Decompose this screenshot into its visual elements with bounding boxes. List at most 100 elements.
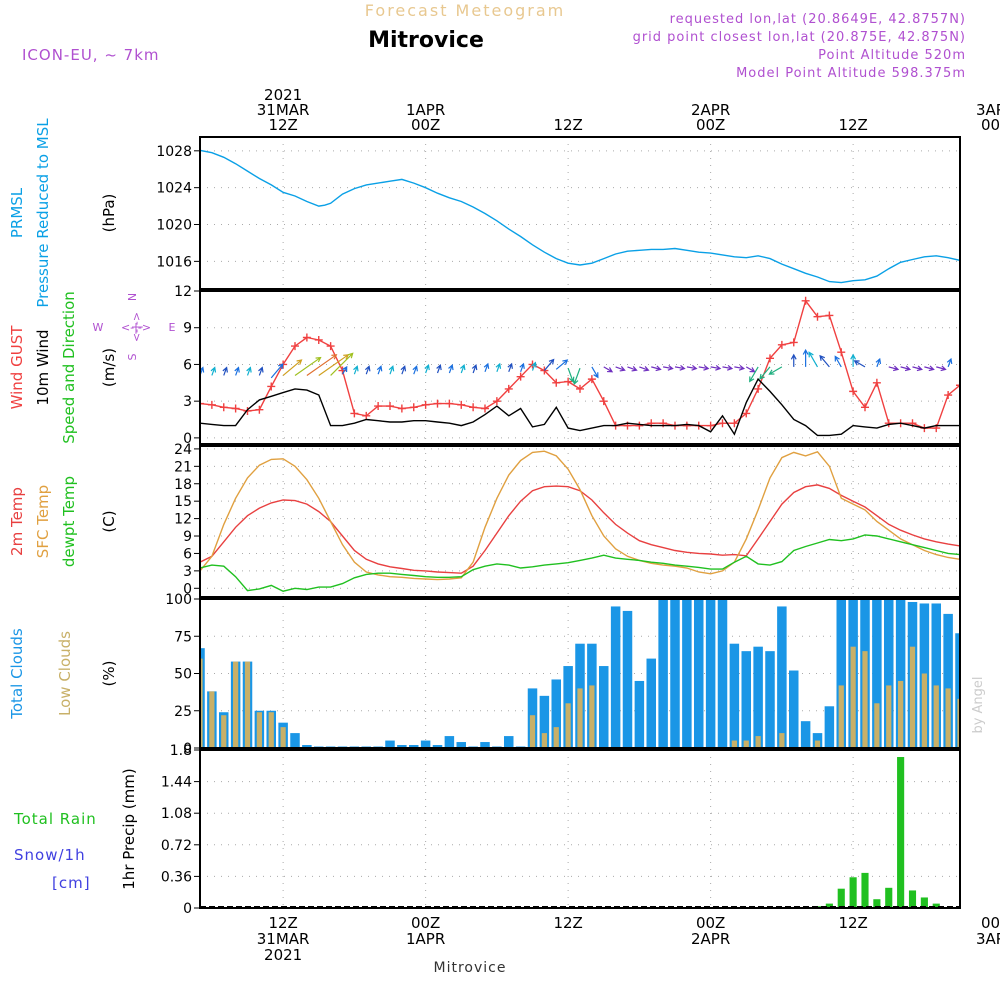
y-tick-label: 0 — [183, 741, 192, 757]
panel-label-temp-2: dewpt Temp — [60, 476, 78, 567]
total-cloud-bar — [884, 599, 894, 748]
compass-w: W — [93, 321, 104, 334]
model-label: ICON-EU, ~ 7km — [22, 46, 160, 64]
panel-frame — [199, 290, 961, 445]
y-tick-label: 0 — [183, 581, 192, 597]
total-cloud-bar — [765, 651, 775, 748]
bottom-time-label: 00Z — [411, 914, 440, 932]
low-cloud-bar — [743, 740, 749, 748]
low-cloud-bar — [993, 666, 998, 748]
total-cloud-bar — [183, 633, 193, 748]
panel-pressure: 1016 1020 1024 1028 PRMSL Pressure Reduced to… — [8, 118, 961, 308]
bottom-time-label: 31MAR — [257, 930, 310, 948]
wind-arrow — [270, 363, 284, 379]
top-time-label: 12Z — [838, 116, 867, 134]
low-cloud-bar — [529, 715, 536, 748]
bottom-time-label: 12Z — [268, 914, 297, 932]
panel-label-wind-1: 10m Wind — [34, 329, 52, 405]
y-tick-label: 0.72 — [161, 838, 192, 854]
wind-arrow — [222, 366, 228, 376]
total-cloud-bar — [729, 643, 740, 748]
panels-group: 1016 1020 1024 1028 PRMSL Pressure Reduced to… — [8, 86, 1000, 964]
y-tick-label: 0.36 — [161, 869, 192, 885]
panel-label-temp-0: 2m Temp — [8, 487, 26, 556]
low-cloud-bar — [553, 727, 559, 748]
total-cloud-bar — [682, 599, 692, 748]
low-cloud-bar — [755, 736, 761, 748]
panel-frame — [199, 136, 961, 290]
wind-arrow — [519, 362, 525, 372]
low-cloud-bar — [256, 712, 262, 748]
wind-arrow — [572, 367, 581, 386]
gust-marker — [980, 390, 988, 398]
wind-arrow — [471, 363, 478, 374]
bottom-time-label: 12Z — [553, 914, 582, 932]
low-cloud-bar — [221, 715, 227, 748]
y-tick-label: 25 — [174, 704, 192, 720]
panel-frame — [199, 749, 961, 909]
total-cloud-bar — [705, 599, 716, 748]
series-line-2m-temp — [200, 484, 960, 574]
panel-body-wind — [200, 291, 1000, 444]
wind-arrow — [698, 364, 710, 371]
y-tick-label: 18 — [174, 477, 192, 493]
top-time-label: 00Z — [411, 116, 440, 134]
low-cloud-bar — [233, 661, 239, 748]
low-cloud-bar — [909, 646, 916, 748]
y-tick-label: 6 — [183, 546, 192, 562]
gust-marker — [837, 348, 846, 357]
wind-arrow — [424, 363, 430, 374]
wind-arrow — [686, 364, 698, 371]
gust-marker — [374, 402, 383, 411]
low-cloud-bar — [838, 685, 844, 748]
gust-marker — [754, 384, 763, 393]
y-tick-label: 1.08 — [161, 806, 192, 822]
wind-arrow — [627, 366, 638, 372]
low-cloud-bar — [209, 691, 215, 748]
panel-frame — [199, 598, 961, 749]
gust-marker — [587, 375, 596, 384]
gust-marker — [825, 311, 834, 320]
wind-arrow — [507, 362, 513, 372]
panel-label-wind-0: Wind GUST — [8, 325, 26, 410]
y-tick-label: 1020 — [156, 218, 192, 234]
series-line-10m-wind — [200, 377, 960, 437]
series-line-prmsl — [200, 149, 960, 284]
wind-arrow — [376, 365, 383, 375]
wind-arrow — [819, 354, 830, 368]
point-altitude: Point Altitude 520m — [818, 48, 966, 63]
wind-arrow — [341, 365, 348, 375]
compass-s: S — [126, 353, 139, 360]
gust-marker — [992, 409, 1000, 417]
y-tick-label: 0 — [183, 901, 192, 917]
bottom-time-label: 2021 — [264, 946, 302, 964]
bottom-time-label: 00Z — [696, 914, 725, 932]
low-cloud-bar — [898, 680, 904, 748]
rain-bar — [932, 903, 940, 908]
gust-marker — [944, 391, 953, 400]
rain-bar — [861, 872, 869, 908]
panel-clouds: 0 25 50 75 100 Total Clouds Low Clouds (%) — [8, 592, 998, 757]
wind-arrow — [567, 367, 575, 383]
y-tick-label: 0 — [183, 431, 192, 447]
low-cloud-bar — [731, 740, 737, 748]
y-tick-label: 50 — [174, 667, 192, 683]
panel-body-clouds — [183, 599, 998, 748]
low-cloud-bar — [280, 727, 286, 748]
gust-marker — [314, 335, 323, 344]
total-cloud-bar — [599, 666, 609, 748]
chart-subtitle: Forecast Meteogram — [365, 1, 565, 20]
total-cloud-bar — [800, 721, 811, 748]
low-cloud-bar — [933, 685, 939, 748]
bottom-time-label: 12Z — [838, 914, 867, 932]
wind-arrow — [759, 366, 771, 380]
wind-arrow — [936, 365, 947, 372]
gust-marker — [766, 354, 774, 363]
wind-arrow — [210, 366, 217, 376]
total-cloud-bar — [895, 599, 906, 748]
gust-marker — [231, 404, 240, 413]
gust-marker — [801, 296, 810, 305]
y-tick-label: 1.44 — [161, 775, 192, 791]
